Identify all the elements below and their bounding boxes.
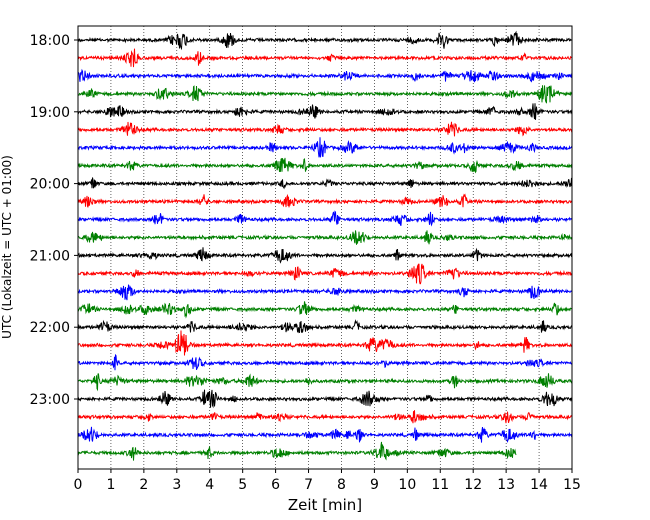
trace-2045 (77, 230, 573, 245)
trace-2245 (77, 373, 573, 392)
plot-background (78, 26, 572, 469)
x-tick-label-9: 9 (370, 477, 379, 493)
trace-2130 (77, 284, 573, 301)
trace-2000 (77, 177, 573, 190)
trace-1800 (77, 30, 573, 51)
trace-1845 (77, 85, 573, 104)
trace-2215 (77, 330, 573, 356)
x-tick-label-13: 13 (497, 477, 515, 493)
y-axis-ticks: 18:00 19:00 20:00 21:00 22:00 23:00 (30, 33, 78, 408)
trace-2200 (77, 319, 573, 334)
x-tick-label-6: 6 (271, 477, 280, 493)
x-tick-label-1: 1 (106, 477, 115, 493)
plot-frame (77, 25, 573, 470)
trace-2115 (77, 263, 573, 285)
x-tick-label-3: 3 (172, 477, 181, 493)
x-tick-label-4: 4 (205, 477, 214, 493)
x-axis-ticks: 0 1 2 3 4 5 6 7 8 9 10 11 12 13 14 15 (74, 469, 581, 493)
x-tick-label-0: 0 (74, 477, 83, 493)
y-tick-label-0: 18:00 (30, 33, 70, 49)
y-tick-label-4: 22:00 (30, 320, 70, 336)
traces (77, 30, 573, 461)
trace-2145 (77, 301, 573, 319)
x-tick-label-5: 5 (238, 477, 247, 493)
x-tick-label-8: 8 (337, 477, 346, 493)
trace-1945 (77, 157, 573, 174)
y-tick-label-3: 21:00 (30, 248, 70, 264)
trace-2300 (77, 389, 573, 409)
trace-1815 (77, 48, 573, 68)
x-tick-label-14: 14 (530, 477, 548, 493)
x-tick-label-15: 15 (563, 477, 581, 493)
trace-2015 (77, 193, 573, 208)
trace-1900 (77, 103, 573, 120)
x-tick-label-11: 11 (431, 477, 449, 493)
y-axis-label: UTC (Lokalzeit = UTC + 01:00) (0, 155, 14, 339)
trace-1830 (77, 68, 573, 83)
trace-2315 (77, 410, 573, 424)
trace-1930 (77, 137, 573, 158)
x-tick-label-2: 2 (139, 477, 148, 493)
trace-1915 (77, 121, 573, 137)
x-axis-label: Zeit [min] (288, 496, 362, 514)
trace-2330 (77, 426, 573, 443)
y-tick-label-5: 23:00 (30, 392, 70, 408)
x-tick-label-12: 12 (464, 477, 482, 493)
x-tick-label-7: 7 (304, 477, 313, 493)
trace-2100 (77, 247, 573, 264)
y-tick-label-1: 19:00 (30, 105, 70, 121)
x-tick-label-10: 10 (398, 477, 416, 493)
trace-2030 (77, 210, 573, 227)
trace-2230 (77, 353, 573, 371)
trace-2345 (77, 441, 517, 461)
y-tick-label-2: 20:00 (30, 177, 70, 193)
